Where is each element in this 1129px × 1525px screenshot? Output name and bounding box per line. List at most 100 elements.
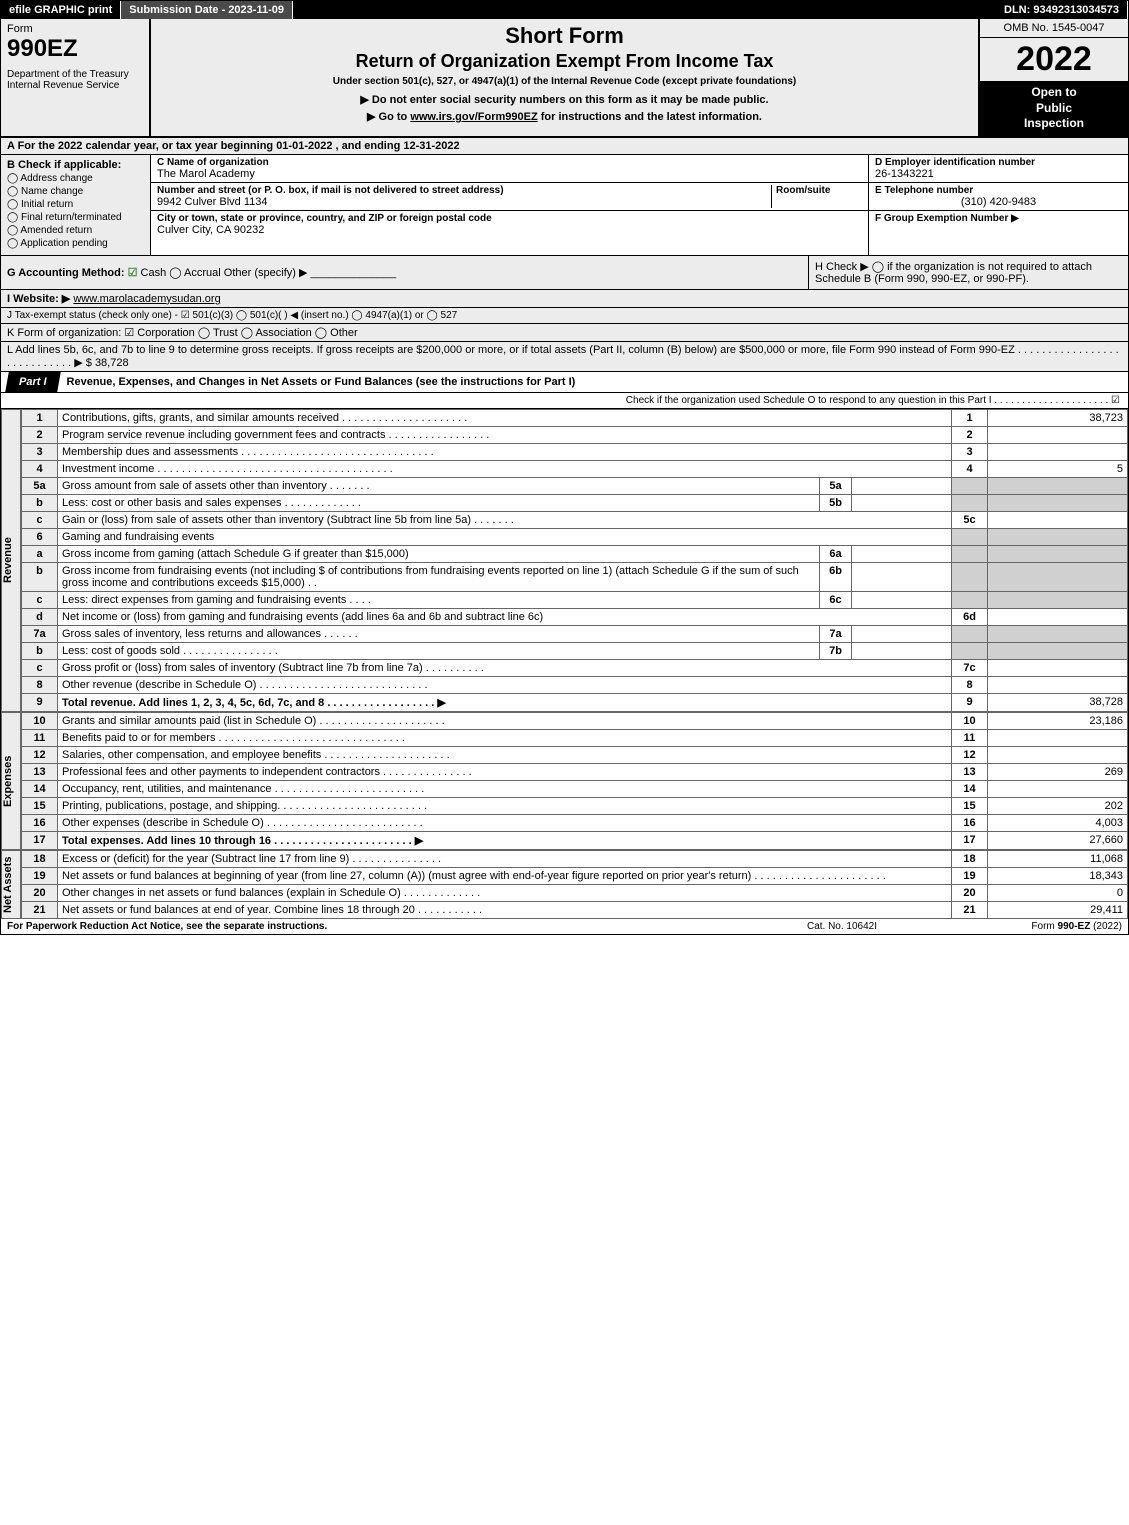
- chk-final-return[interactable]: Final return/terminated: [7, 212, 144, 223]
- line-7a: 7aGross sales of inventory, less returns…: [22, 625, 1128, 642]
- efile-label: efile GRAPHIC print: [1, 1, 121, 19]
- group-exemption-cell: F Group Exemption Number ▶: [869, 211, 1128, 226]
- revenue-side-label: Revenue: [1, 409, 21, 712]
- line-18: 18Excess or (deficit) for the year (Subt…: [22, 850, 1128, 867]
- ein-cell: D Employer identification number 26-1343…: [869, 155, 1128, 183]
- row-a-calendar: A For the 2022 calendar year, or tax yea…: [1, 138, 1128, 155]
- revenue-table: 1Contributions, gifts, grants, and simil…: [21, 409, 1128, 712]
- city: Culver City, CA 90232: [157, 224, 862, 236]
- row-j: J Tax-exempt status (check only one) - ☑…: [1, 308, 1128, 324]
- header: Form 990EZ Department of the Treasury In…: [1, 19, 1128, 138]
- title-short-form: Short Form: [157, 23, 972, 49]
- chk-initial-return[interactable]: Initial return: [7, 199, 144, 210]
- footer-right: Form 990-EZ (2022): [942, 921, 1122, 932]
- subtitle-goto: ▶ Go to www.irs.gov/Form990EZ for instru…: [157, 110, 972, 123]
- chk-address-change[interactable]: Address change: [7, 173, 144, 184]
- line-16: 16Other expenses (describe in Schedule O…: [22, 814, 1128, 831]
- header-right: OMB No. 1545-0047 2022 Open to Public In…: [978, 19, 1128, 136]
- line-14: 14Occupancy, rent, utilities, and mainte…: [22, 780, 1128, 797]
- line-17: 17Total expenses. Add lines 10 through 1…: [22, 831, 1128, 849]
- inspection-badge: Open to Public Inspection: [980, 81, 1128, 136]
- submission-date: Submission Date - 2023-11-09: [121, 1, 293, 19]
- other-specify: Other (specify) ▶: [224, 267, 308, 279]
- ein-label: D Employer identification number: [875, 157, 1122, 168]
- group-exemption-label: F Group Exemption Number ▶: [875, 213, 1122, 224]
- chk-name-change[interactable]: Name change: [7, 186, 144, 197]
- info-grid: B Check if applicable: Address change Na…: [1, 155, 1128, 256]
- line-19: 19Net assets or fund balances at beginni…: [22, 867, 1128, 884]
- header-left: Form 990EZ Department of the Treasury In…: [1, 19, 151, 136]
- part1-tab: Part I: [5, 372, 60, 392]
- row-i: I Website: ▶ www.marolacademysudan.org: [1, 290, 1128, 308]
- irs-link[interactable]: www.irs.gov/Form990EZ: [410, 111, 537, 123]
- col-b-label: B Check if applicable:: [7, 159, 144, 171]
- dln: DLN: 93492313034573: [996, 1, 1128, 19]
- line-12: 12Salaries, other compensation, and empl…: [22, 746, 1128, 763]
- tel-label: E Telephone number: [875, 185, 1122, 196]
- tel: (310) 420-9483: [875, 196, 1122, 208]
- line-7b: bLess: cost of goods sold . . . . . . . …: [22, 642, 1128, 659]
- row-k: K Form of organization: ☑ Corporation ◯ …: [1, 324, 1128, 342]
- org-name-cell: C Name of organization The Marol Academy: [151, 155, 868, 183]
- footer-mid: Cat. No. 10642I: [742, 921, 942, 932]
- line-7c: cGross profit or (loss) from sales of in…: [22, 659, 1128, 676]
- ein: 26-1343221: [875, 168, 1122, 180]
- goto-post: for instructions and the latest informat…: [538, 111, 762, 123]
- line-5a: 5aGross amount from sale of assets other…: [22, 477, 1128, 494]
- row-h: H Check ▶ ◯ if the organization is not r…: [808, 256, 1128, 289]
- g-label: G Accounting Method:: [7, 267, 125, 279]
- row-l: L Add lines 5b, 6c, and 7b to line 9 to …: [1, 342, 1128, 372]
- title-return: Return of Organization Exempt From Incom…: [157, 51, 972, 72]
- line-15: 15Printing, publications, postage, and s…: [22, 797, 1128, 814]
- part1-title: Revenue, Expenses, and Changes in Net As…: [59, 372, 1128, 392]
- netassets-table: 18Excess or (deficit) for the year (Subt…: [21, 850, 1128, 919]
- accounting-method: G Accounting Method: Cash Accrual Other …: [1, 262, 808, 283]
- row-gh: G Accounting Method: Cash Accrual Other …: [1, 256, 1128, 290]
- netassets-side-label: Net Assets: [1, 850, 21, 919]
- netassets-section: Net Assets 18Excess or (deficit) for the…: [1, 850, 1128, 919]
- city-label: City or town, state or province, country…: [157, 213, 862, 224]
- tax-year: 2022: [980, 38, 1128, 81]
- form-container: efile GRAPHIC print Submission Date - 20…: [0, 0, 1129, 935]
- website-link[interactable]: www.marolacademysudan.org: [73, 293, 220, 305]
- addr: 9942 Culver Blvd 1134: [157, 196, 767, 208]
- omb-number: OMB No. 1545-0047: [980, 19, 1128, 38]
- addr-label: Number and street (or P. O. box, if mail…: [157, 185, 767, 196]
- topbar: efile GRAPHIC print Submission Date - 20…: [1, 1, 1128, 19]
- org-name-label: C Name of organization: [157, 157, 862, 168]
- form-number: 990EZ: [7, 35, 143, 63]
- line-5c: cGain or (loss) from sale of assets othe…: [22, 511, 1128, 528]
- chk-pending[interactable]: Application pending: [7, 238, 144, 249]
- footer: For Paperwork Reduction Act Notice, see …: [1, 919, 1128, 934]
- line-11: 11Benefits paid to or for members . . . …: [22, 729, 1128, 746]
- expenses-section: Expenses 10Grants and similar amounts pa…: [1, 712, 1128, 850]
- col-d: D Employer identification number 26-1343…: [868, 155, 1128, 255]
- website-label: I Website: ▶: [7, 293, 70, 305]
- subtitle-section: Under section 501(c), 527, or 4947(a)(1)…: [157, 76, 972, 87]
- chk-amended[interactable]: Amended return: [7, 225, 144, 236]
- line-5b: bLess: cost or other basis and sales exp…: [22, 494, 1128, 511]
- header-mid: Short Form Return of Organization Exempt…: [151, 19, 978, 136]
- revenue-section: Revenue 1Contributions, gifts, grants, a…: [1, 409, 1128, 712]
- chk-accrual[interactable]: Accrual: [169, 267, 220, 279]
- city-cell: City or town, state or province, country…: [151, 211, 868, 238]
- line-6d: dNet income or (loss) from gaming and fu…: [22, 608, 1128, 625]
- chk-cash[interactable]: Cash: [128, 267, 167, 279]
- line-1: 1Contributions, gifts, grants, and simil…: [22, 409, 1128, 426]
- department: Department of the Treasury Internal Reve…: [7, 69, 143, 91]
- org-name: The Marol Academy: [157, 168, 862, 180]
- line-4: 4Investment income . . . . . . . . . . .…: [22, 460, 1128, 477]
- line-6c: cLess: direct expenses from gaming and f…: [22, 591, 1128, 608]
- line-13: 13Professional fees and other payments t…: [22, 763, 1128, 780]
- line-10: 10Grants and similar amounts paid (list …: [22, 712, 1128, 729]
- goto-pre: ▶ Go to: [367, 111, 410, 123]
- line-6a: aGross income from gaming (attach Schedu…: [22, 545, 1128, 562]
- tel-cell: E Telephone number (310) 420-9483: [869, 183, 1128, 211]
- room-label: Room/suite: [776, 185, 862, 196]
- line-8: 8Other revenue (describe in Schedule O) …: [22, 676, 1128, 693]
- col-c: C Name of organization The Marol Academy…: [151, 155, 868, 255]
- form-word: Form: [7, 23, 143, 35]
- row-l-text: L Add lines 5b, 6c, and 7b to line 9 to …: [7, 344, 1119, 369]
- line-3: 3Membership dues and assessments . . . .…: [22, 443, 1128, 460]
- col-b: B Check if applicable: Address change Na…: [1, 155, 151, 255]
